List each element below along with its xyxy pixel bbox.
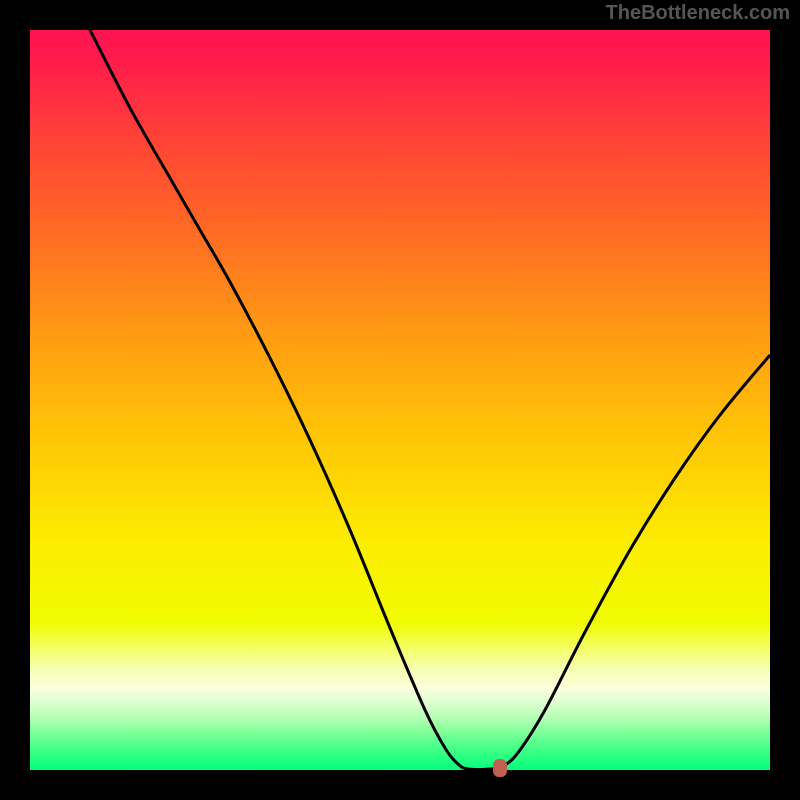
chart-container: TheBottleneck.com [0, 0, 800, 800]
plot-area [30, 30, 770, 770]
chart-svg [30, 30, 770, 770]
gradient-background [30, 30, 770, 770]
watermark-text: TheBottleneck.com [606, 2, 790, 25]
optimal-point-marker [493, 759, 507, 777]
